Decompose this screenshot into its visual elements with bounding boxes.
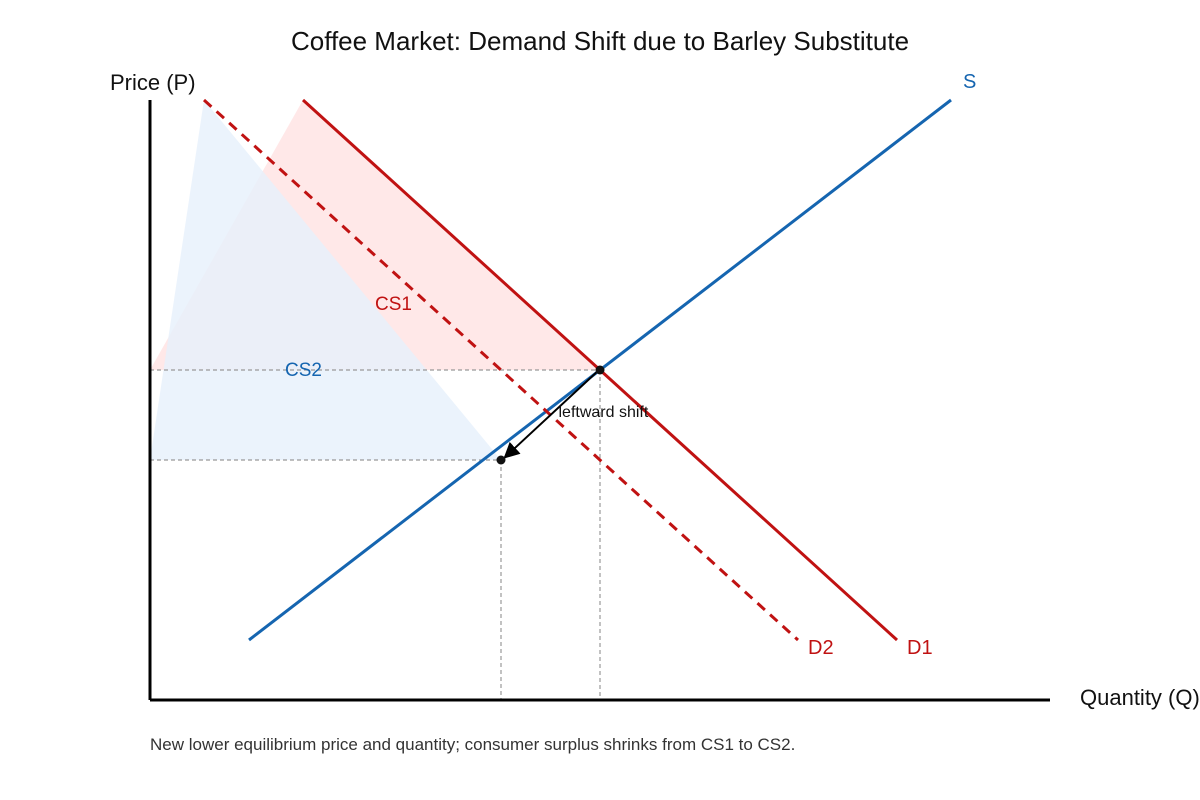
- chart-caption: New lower equilibrium price and quantity…: [150, 735, 796, 754]
- equilibrium-point-e1: [595, 365, 605, 375]
- marks: CS1 CS2 leftward shift: [285, 294, 649, 465]
- equilibrium-guides: [150, 369, 601, 700]
- surplus-label-cs2: CS2: [285, 360, 322, 381]
- curve-label-d2: D2: [808, 637, 834, 659]
- y-axis-label: Price (P): [110, 70, 196, 95]
- shift-annotation: leftward shift: [559, 404, 649, 421]
- x-axis-label: Quantity (Q): [1080, 685, 1200, 710]
- chart-title: Coffee Market: Demand Shift due to Barle…: [291, 26, 909, 56]
- curve-label-s: S: [963, 71, 976, 93]
- equilibrium-point-e2: [496, 455, 506, 465]
- shift-arrow: [503, 371, 598, 459]
- axes: [148, 100, 1050, 702]
- surplus-regions: [150, 100, 600, 460]
- curve-d2: [202, 98, 800, 642]
- curve-label-d1: D1: [907, 637, 933, 659]
- surplus-label-cs1: CS1: [375, 294, 412, 315]
